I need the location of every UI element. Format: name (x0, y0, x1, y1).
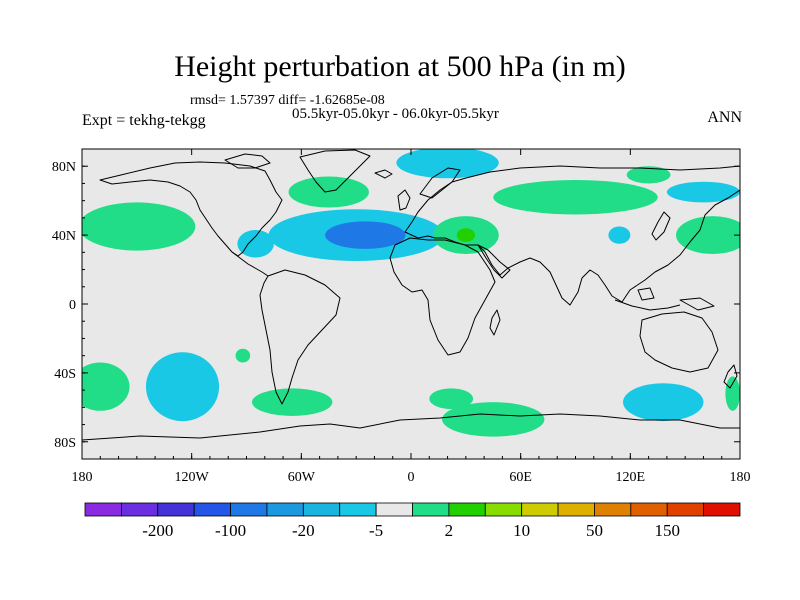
colorbar (84, 502, 741, 517)
coastline-central-america (231, 251, 269, 277)
colorbar-label: -200 (142, 521, 173, 540)
x-tick-label: 180 (730, 470, 751, 485)
anomaly-region-positive (235, 348, 251, 363)
coastline-greenland (299, 149, 371, 193)
y-tick-label: 40S (54, 367, 76, 382)
colorbar-box (193, 502, 231, 517)
colorbar-box (339, 502, 377, 517)
y-tick-label: 0 (69, 298, 76, 313)
anomaly-region-negative (608, 226, 631, 244)
colorbar-box (302, 502, 341, 517)
colorbar-label: 10 (513, 521, 530, 540)
coastline-arabia (477, 244, 511, 279)
colorbar-label: -20 (292, 521, 315, 540)
colorbar-box (557, 502, 595, 517)
colorbar-box (703, 502, 741, 517)
coastlines (82, 149, 740, 441)
anomaly-region-negative (666, 181, 740, 203)
anomaly-region-positive (251, 388, 333, 416)
colorbar-box (594, 502, 632, 517)
anomaly-region-positive (442, 402, 545, 437)
coastline-antarctica (82, 413, 740, 441)
colorbar-box (120, 502, 159, 517)
period-line: 05.5kyr-05.0kyr - 06.0kyr-05.5kyr (292, 106, 499, 122)
anomaly-region-positive (82, 362, 130, 411)
coastline-arctic-islands (224, 153, 271, 169)
coastline-borneo (637, 287, 655, 301)
coastline-australia (639, 311, 719, 373)
anomaly-region-positive (82, 202, 196, 251)
coastline-britain (397, 189, 411, 211)
coastline-japan (651, 211, 671, 241)
coastline-new-zealand (723, 364, 738, 389)
coastline-indonesia (614, 299, 681, 311)
axis-tick-labels: 180 120W 60W 0 60E 120E 180 80N 40N 0 40S 80S (52, 160, 751, 485)
anomaly-region-positive (725, 376, 740, 411)
anomaly-region-positive (288, 176, 369, 208)
colorbar-label: 2 (445, 521, 454, 540)
coastline-africa (389, 237, 496, 356)
anomaly-region-positive (493, 180, 658, 215)
coastline-iceland (374, 169, 393, 179)
colorbar-box (266, 502, 304, 517)
coastline-south-america (259, 269, 341, 405)
x-tick-label: 120W (175, 470, 210, 485)
colorbar-box (630, 502, 668, 517)
y-tick-label: 40N (52, 229, 76, 244)
colorbar-box (412, 502, 450, 517)
anomaly-region-positive (626, 166, 671, 184)
anomaly-region-negative (623, 383, 704, 422)
x-tick-label: 120E (616, 470, 646, 485)
coastline-eurasia (404, 165, 740, 306)
x-tick-label: 60E (509, 470, 532, 485)
colorbar-box (230, 502, 268, 517)
colorbar-box (448, 502, 486, 517)
coastline-madagascar (489, 309, 501, 336)
colorbar-box (157, 502, 195, 517)
x-tick-label: 60W (288, 470, 316, 485)
anomaly-region-negative (325, 221, 406, 249)
colorbar-box (84, 502, 122, 517)
statistics-line: rmsd= 1.57397 diff= -1.62685e-08 (190, 93, 385, 108)
coastline-north-america (99, 161, 283, 257)
colorbar-label: -100 (215, 521, 246, 540)
anomaly-region-positive (676, 216, 740, 255)
colorbar-box (484, 502, 523, 517)
colorbar-labels: -200 -100 -20 -5 2 10 50 150 (142, 521, 680, 540)
anomaly-region-positive (456, 228, 475, 242)
colorbar-box (521, 502, 559, 517)
axis-ticks (81, 148, 741, 460)
map-title: Height perturbation at 500 hPa (in m) (174, 50, 626, 83)
season-label: ANN (707, 109, 742, 126)
anomaly-region-positive (429, 388, 474, 410)
anomaly-region-negative (237, 229, 274, 258)
coastline-new-guinea (679, 297, 715, 311)
colorbar-label: 150 (654, 521, 680, 540)
anomaly-region-negative (396, 149, 499, 179)
x-tick-label: 180 (72, 470, 93, 485)
colorbar-label: -5 (369, 521, 383, 540)
coastline-scandinavia (419, 167, 461, 199)
colorbar-label: 50 (586, 521, 603, 540)
x-tick-label: 0 (408, 470, 415, 485)
anomaly-region-negative (145, 352, 220, 422)
colorbar-box (666, 502, 705, 517)
y-tick-label: 80S (54, 436, 76, 451)
anomaly-regions (82, 149, 740, 437)
colorbar-box (375, 502, 413, 517)
y-tick-label: 80N (52, 160, 76, 175)
experiment-label: Expt = tekhg-tekgg (82, 112, 206, 129)
